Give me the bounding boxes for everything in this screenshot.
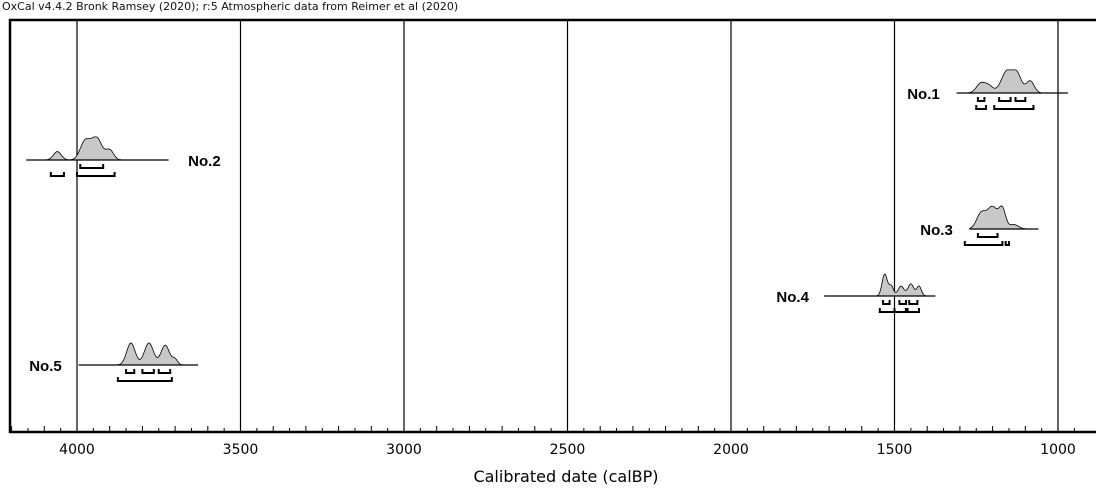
- range-68-bracket: [882, 300, 891, 305]
- range-68-bracket: [976, 97, 986, 102]
- x-tick-label: 2000: [713, 442, 749, 458]
- x-tick-label: 1000: [1040, 442, 1076, 458]
- probability-distribution: [26, 136, 169, 161]
- x-tick-label: 2500: [550, 442, 586, 458]
- sample-label: No.4: [776, 289, 809, 306]
- range-95-bracket: [116, 377, 173, 382]
- range-95-bracket: [993, 105, 1035, 110]
- sample-label: No.3: [920, 222, 953, 239]
- range-68-bracket: [908, 300, 919, 305]
- sample-label: No.1: [907, 86, 940, 103]
- x-tick-label: 4000: [59, 442, 95, 458]
- x-tick-label: 1500: [877, 442, 913, 458]
- sample-label: No.2: [188, 153, 221, 170]
- x-tick-label: 3000: [386, 442, 422, 458]
- range-68-bracket: [141, 369, 155, 374]
- range-95-bracket: [906, 308, 921, 313]
- probability-distribution: [78, 342, 198, 366]
- range-95-bracket: [878, 308, 896, 313]
- range-95-bracket: [893, 308, 907, 313]
- range-95-bracket: [963, 241, 1004, 246]
- plot-frame: [8, 18, 1096, 434]
- range-68-bracket: [157, 369, 172, 374]
- grid-lines: [76, 20, 1059, 432]
- sample-no2: No.2: [26, 136, 221, 177]
- x-axis-label: Calibrated date (calBP): [473, 467, 658, 486]
- x-axis: 4000 3500 3000 2500 2000 1500 1000: [11, 422, 1076, 458]
- plot-border: [8, 18, 1096, 434]
- chart-header: OxCal v4.4.2 Bronk Ramsey (2020); r:5 At…: [2, 0, 459, 13]
- range-68-bracket: [976, 233, 999, 238]
- sample-no5: No.5: [29, 342, 198, 382]
- range-68-bracket: [125, 369, 136, 374]
- sample-no4: No.4: [776, 273, 936, 313]
- range-68-bracket: [79, 164, 105, 169]
- x-tick-label: 3500: [223, 442, 259, 458]
- sample-label: No.5: [29, 358, 62, 375]
- samples-layer: No.1 No.2 No.3 No.4 No.5: [26, 69, 1068, 382]
- sample-no3: No.3: [920, 205, 1039, 246]
- sample-no1: No.1: [907, 69, 1068, 110]
- range-95-bracket: [76, 172, 116, 177]
- range-68-bracket: [898, 300, 907, 305]
- range-95-bracket: [975, 105, 988, 110]
- range-95-bracket: [49, 172, 65, 177]
- range-68-bracket: [1014, 97, 1027, 102]
- probability-distribution: [956, 69, 1068, 94]
- probability-distribution: [824, 273, 936, 297]
- probability-distribution: [969, 205, 1039, 230]
- range-68-bracket: [998, 97, 1012, 102]
- range-95-bracket: [1004, 241, 1010, 246]
